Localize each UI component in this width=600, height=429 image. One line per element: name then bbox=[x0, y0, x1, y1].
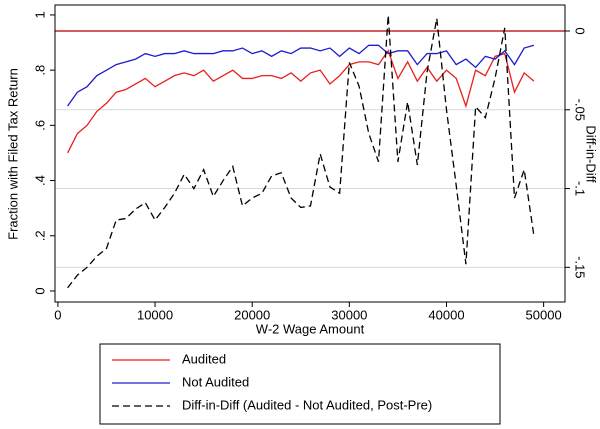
legend-box bbox=[99, 343, 501, 425]
x-tick-label: 40000 bbox=[428, 307, 464, 322]
x-tick-label: 50000 bbox=[526, 307, 562, 322]
legend-label: Diff-in-Diff (Audited - Not Audited, Pos… bbox=[182, 397, 432, 412]
y-tick-label: 1 bbox=[32, 11, 47, 18]
x-tick-label: 0 bbox=[54, 307, 61, 322]
series-line bbox=[67, 49, 535, 154]
y2-tick-label: 0 bbox=[573, 27, 588, 34]
x-tick-label: 20000 bbox=[234, 307, 270, 322]
series-line bbox=[67, 44, 535, 107]
x-axis-label: W-2 Wage Amount bbox=[256, 321, 365, 336]
y-tick-label: .4 bbox=[32, 175, 47, 186]
y2-axis-label: Diff-in-Diff bbox=[584, 125, 599, 183]
y2-tick-label: -.1 bbox=[573, 181, 588, 196]
y-tick-label: .2 bbox=[32, 230, 47, 241]
x-tick-label: 10000 bbox=[137, 307, 173, 322]
y-tick-label: 0 bbox=[32, 287, 47, 294]
series-line bbox=[67, 15, 535, 289]
y2-tick-label: -.05 bbox=[573, 99, 588, 121]
y-axis-label: Fraction with Filed Tax Return bbox=[5, 68, 20, 240]
plot-frame bbox=[54, 4, 566, 303]
y-tick-label: .8 bbox=[32, 65, 47, 76]
y-tick-label: .6 bbox=[32, 120, 47, 131]
y2-tick-label: -.15 bbox=[573, 256, 588, 278]
x-tick-label: 30000 bbox=[331, 307, 367, 322]
legend-label: Not Audited bbox=[182, 374, 249, 389]
legend-label: Audited bbox=[182, 351, 226, 366]
